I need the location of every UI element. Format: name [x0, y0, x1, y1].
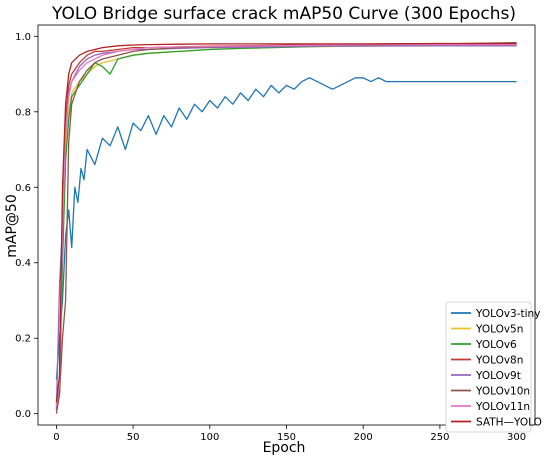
legend-entry: YOLOv8n	[475, 355, 523, 367]
legend-entry: YOLOv3-tiny	[475, 308, 540, 320]
legend-box	[445, 301, 532, 433]
x-tick-label: 100	[200, 432, 219, 443]
x-tick-label: 250	[430, 432, 449, 443]
x-axis-label: Epoch	[263, 440, 306, 456]
series-line-0	[55, 77, 517, 380]
series-lines	[55, 42, 517, 414]
legend-entry: YOLOv10n	[475, 386, 530, 398]
x-tick-label: 200	[354, 432, 373, 443]
chart-title: YOLO Bridge surface crack mAP50 Curve (3…	[51, 4, 516, 24]
legend-entry: YOLOv11n	[475, 401, 530, 413]
x-tick-label: 300	[507, 432, 526, 443]
x-tick-label: 50	[127, 432, 140, 443]
y-tick-label: 0.0	[15, 409, 31, 420]
y-axis-label: mAP@50	[4, 194, 20, 257]
y-tick-label: 0.2	[15, 334, 31, 345]
series-line-6	[55, 43, 517, 407]
legend-entry: SATH—YOLO	[476, 417, 542, 429]
legend-entry: YOLOv9t	[475, 370, 521, 382]
x-tick-label: 150	[277, 432, 296, 443]
y-tick-label: 0.4	[15, 258, 31, 269]
y-tick-label: 1.0	[15, 32, 31, 43]
series-line-7	[55, 42, 517, 403]
legend-entry: YOLOv5n	[475, 324, 523, 336]
y-tick-label: 0.6	[15, 183, 31, 194]
x-tick-label: 0	[53, 432, 59, 443]
axis-ticks: 0 50 100 150 200 250 300 0.0 0.2 0.4 0.6 0.8 1.0	[15, 32, 526, 443]
legend: YOLOv3-tiny YOLOv5n YOLOv6 YOLOv8n YOLOv9t YO…	[445, 301, 542, 433]
y-tick-label: 0.8	[15, 107, 31, 118]
legend-entry: YOLOv6	[475, 339, 517, 351]
